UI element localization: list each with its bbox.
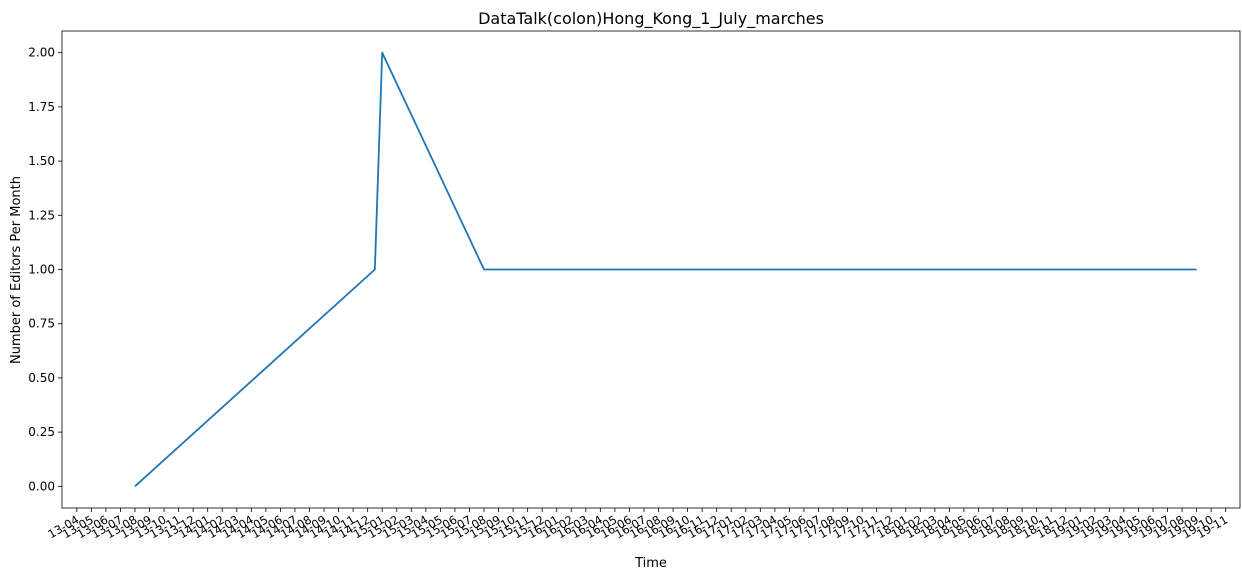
plot-area — [134, 51, 1197, 487]
y-tick-label: 1.25 — [28, 208, 55, 222]
series-line — [134, 51, 1197, 487]
x-axis-ticks: 13-0413-0513-0613-0713-0813-0913-1013-11… — [45, 508, 1230, 541]
plot-frame — [61, 30, 1241, 509]
y-tick-label: 0.75 — [28, 317, 55, 331]
y-axis-ticks: 0.00 0.25 0.50 0.75 1.00 1.25 1.50 1.75 2.00 — [28, 46, 62, 493]
x-axis-label: Time — [634, 556, 667, 571]
y-tick-label: 2.00 — [28, 46, 55, 60]
y-tick-label: 0.00 — [28, 479, 55, 493]
y-tick-label: 0.25 — [28, 425, 55, 439]
y-tick-label: 1.00 — [28, 263, 55, 277]
y-tick-label: 0.50 — [28, 371, 55, 385]
y-tick-label: 1.50 — [28, 154, 55, 168]
y-tick-label: 1.75 — [28, 100, 55, 114]
y-axis-label: Number of Editors Per Month — [9, 176, 24, 364]
chart-title: DataTalk(colon)Hong_Kong_1_July_marches — [478, 9, 824, 29]
